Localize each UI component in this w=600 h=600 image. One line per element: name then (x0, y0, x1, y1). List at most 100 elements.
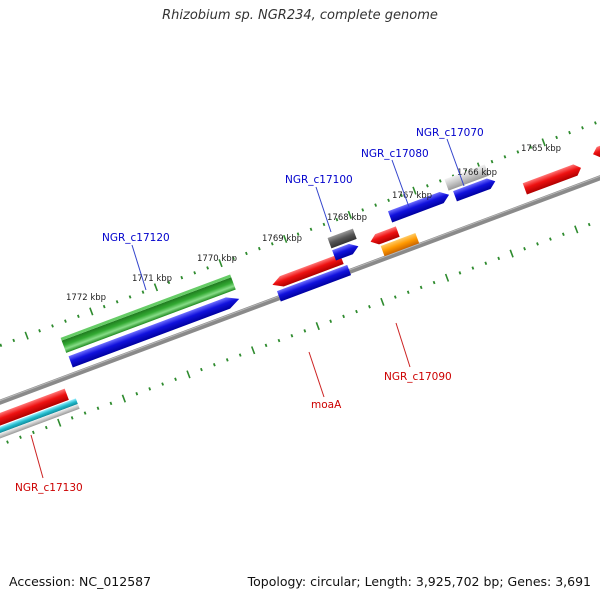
feature-green-gene[interactable] (60, 274, 236, 353)
feature-blue-gene-4[interactable] (387, 189, 451, 223)
ruler-bottom-minor-tick (83, 411, 87, 415)
ruler-top-minor-tick (322, 222, 326, 227)
ruler-top (0, 121, 597, 347)
accession-text: Accession: NC_012587 (9, 574, 152, 589)
ruler-label-1772: 1772 kbp (66, 293, 106, 303)
feature-blue-gene-5[interactable] (453, 176, 497, 202)
feature-dark-gray-gene[interactable] (327, 228, 357, 249)
ruler-label-1767: 1767 kbp (392, 191, 432, 201)
ruler-top-major-tick (412, 186, 417, 195)
leader-line-c17130 (30, 434, 44, 479)
ruler-top-minor-tick (555, 135, 559, 140)
leader-line-c17120 (131, 244, 147, 291)
gene-label-c17130[interactable]: NGR_c17130 (15, 482, 83, 494)
ruler-bottom-major-tick (186, 370, 191, 379)
ruler-top-minor-tick (77, 314, 80, 319)
ruler-top-minor-tick (64, 319, 67, 323)
ruler-bottom-minor-tick (32, 430, 35, 435)
ruler-label-1765: 1765 kbp (521, 144, 561, 154)
ruler-bottom-minor-tick (342, 314, 345, 319)
gene-label-c17090[interactable]: NGR_c17090 (384, 371, 452, 383)
ruler-bottom-minor-tick (471, 266, 475, 270)
ruler-top-minor-tick (529, 145, 533, 149)
gene-label-moaA[interactable]: moaA (311, 399, 342, 411)
feature-blue-gene-3[interactable] (332, 241, 360, 261)
ruler-bottom-minor-tick (225, 358, 229, 362)
leader-line-c17090 (395, 322, 411, 368)
ruler-bottom-minor-tick (368, 305, 371, 309)
ruler-top-minor-tick (516, 150, 520, 154)
ruler-bottom-major-tick (250, 346, 256, 355)
feature-red-gene-3[interactable] (522, 162, 583, 195)
ruler-bottom-minor-tick (19, 435, 22, 439)
ruler-bottom-minor-tick (329, 319, 333, 323)
ruler-top-minor-tick (167, 280, 171, 285)
ruler-top-minor-tick (232, 256, 235, 261)
gene-label-c17100[interactable]: NGR_c17100 (285, 174, 353, 186)
ruler-bottom-minor-tick (148, 387, 152, 391)
feature-cyan-gene-left[interactable] (0, 398, 78, 440)
genome-strip (0, 121, 600, 445)
ruler-top-minor-tick (400, 193, 403, 198)
ruler-bottom-major-tick (574, 225, 579, 234)
gene-label-c17080[interactable]: NGR_c17080 (361, 148, 429, 160)
feature-orange-gene[interactable] (380, 232, 420, 257)
ruler-label-1771: 1771 kbp (132, 274, 172, 284)
ruler-bottom-minor-tick (277, 338, 281, 343)
ruler-bottom-minor-tick (44, 425, 48, 430)
ruler-bottom-minor-tick (523, 247, 526, 251)
ruler-bottom-major-tick (380, 297, 385, 306)
ruler-top-minor-tick (38, 329, 41, 333)
ruler-top-minor-tick (206, 266, 209, 270)
ruler-top-minor-tick (180, 275, 184, 280)
ruler-bottom-minor-tick (484, 261, 488, 265)
ruler-top-minor-tick (12, 338, 16, 343)
ruler-top-minor-tick (245, 251, 248, 256)
ruler-top-minor-tick (503, 155, 507, 159)
ruler-bottom-minor-tick (432, 280, 436, 285)
feature-blue-gene-2[interactable] (276, 264, 352, 302)
gene-label-c17120[interactable]: NGR_c17120 (102, 232, 170, 244)
ruler-top-minor-tick (361, 208, 365, 212)
feature-red-gene-left[interactable] (0, 388, 69, 434)
ruler-bottom-minor-tick (212, 363, 216, 367)
ruler-top-minor-tick (270, 242, 274, 246)
ruler-label-1766: 1766 kbp (457, 168, 497, 178)
ruler-top-minor-tick (594, 121, 597, 125)
ruler-top-minor-tick (115, 300, 119, 304)
feature-blue-gene-1[interactable] (68, 293, 242, 368)
ruler-label-1769: 1769 kbp (262, 234, 302, 244)
ruler-bottom-minor-tick (161, 382, 165, 386)
feature-red-gene-2[interactable] (369, 226, 400, 246)
ruler-bottom-minor-tick (549, 237, 552, 241)
feature-red-gene-4[interactable] (591, 135, 600, 160)
ruler-top-minor-tick (581, 126, 584, 130)
ruler-top-minor-tick (374, 203, 378, 207)
ruler-bottom-minor-tick (497, 256, 501, 261)
ruler-top-minor-tick (128, 295, 132, 299)
ruler-top-major-tick (24, 331, 29, 340)
ruler-top-minor-tick (309, 227, 313, 232)
ruler-top-minor-tick (335, 217, 339, 222)
ruler-bottom-minor-tick (174, 377, 177, 381)
ruler-top-major-tick (283, 234, 288, 243)
ruler-top-minor-tick (296, 232, 300, 236)
ruler-top-minor-tick (193, 271, 197, 275)
ruler-bottom-minor-tick (458, 271, 462, 275)
feature-red-gene-moaA[interactable] (271, 253, 344, 290)
ruler-bottom-minor-tick (303, 329, 307, 333)
ruler-top-minor-tick (141, 290, 145, 294)
ruler-bottom-major-tick (444, 273, 450, 282)
ruler-bottom-minor-tick (96, 406, 100, 410)
ruler-bottom-minor-tick (419, 285, 423, 290)
ruler-top-minor-tick (568, 130, 571, 135)
ruler-top-major-tick (153, 283, 159, 292)
feature-gray-gene[interactable] (444, 164, 489, 191)
ruler-bottom-minor-tick (238, 353, 242, 357)
leader-line-moaA (308, 351, 325, 398)
feature-gray-gene-left[interactable] (0, 404, 80, 445)
gene-label-c17070[interactable]: NGR_c17070 (416, 127, 484, 139)
ruler-bottom-minor-tick (393, 295, 397, 299)
ruler-bottom-minor-tick (406, 290, 410, 294)
